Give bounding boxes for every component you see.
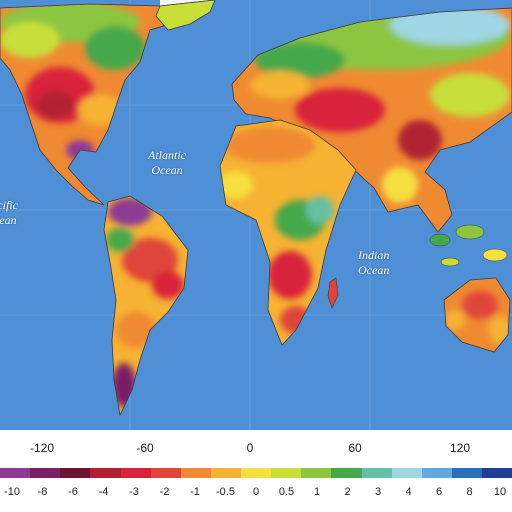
lon-tick-label: 120 bbox=[449, 441, 471, 455]
legend-swatch bbox=[180, 468, 211, 478]
lon-tick-label: -120 bbox=[29, 441, 55, 455]
legend-value-label: 4 bbox=[405, 486, 412, 498]
atlantic-ocean-label: Atlantic Ocean bbox=[148, 148, 186, 177]
legend-swatch bbox=[120, 468, 151, 478]
legend-swatch bbox=[331, 468, 362, 478]
legend-value-label: -0.5 bbox=[216, 486, 235, 498]
legend-swatch bbox=[361, 468, 392, 478]
map-panel: Atlantic Ocean Pacific Ocean Indian Ocea… bbox=[0, 0, 512, 430]
legend-swatch bbox=[0, 468, 31, 478]
legend-value-label: -3 bbox=[129, 486, 139, 498]
legend-value-label: 10 bbox=[493, 486, 507, 498]
legend-value-label: 0 bbox=[252, 486, 260, 498]
longitude-axis: -120 -60 0 60 120 bbox=[0, 430, 512, 460]
legend-swatch bbox=[150, 468, 181, 478]
legend-swatch bbox=[391, 468, 422, 478]
legend-swatch bbox=[210, 468, 241, 478]
legend-swatch bbox=[421, 468, 452, 478]
color-legend-labels: -10 -8 -6 -4 -3 -2 -1 -0.5 0 0.5 1 2 3 4 6 8 10 bbox=[0, 486, 512, 506]
legend-swatch bbox=[271, 468, 302, 478]
legend-value-label: 2 bbox=[344, 486, 351, 498]
legend-swatch bbox=[60, 468, 91, 478]
legend-swatch bbox=[241, 468, 272, 478]
madagascar bbox=[327, 277, 339, 309]
maritime-asia bbox=[429, 224, 508, 267]
legend-swatch bbox=[451, 468, 482, 478]
legend-swatch bbox=[30, 468, 61, 478]
legend-value-label: -10 bbox=[4, 486, 20, 498]
lon-tick-label: 0 bbox=[246, 441, 254, 455]
legend-value-label: 1 bbox=[313, 486, 321, 498]
legend-value-label: 8 bbox=[466, 486, 473, 498]
legend-swatch bbox=[301, 468, 332, 478]
legend-value-label: -4 bbox=[98, 486, 109, 498]
legend-value-label: 3 bbox=[374, 486, 382, 498]
indian-ocean-label: Indian Ocean bbox=[358, 248, 390, 277]
lon-tick-label: -60 bbox=[136, 441, 154, 455]
legend-value-label: -8 bbox=[37, 486, 48, 498]
legend-value-label: 0.5 bbox=[278, 486, 295, 498]
legend-value-label: -2 bbox=[159, 486, 170, 498]
lon-tick-label: 60 bbox=[348, 441, 362, 455]
legend-value-label: -1 bbox=[190, 486, 200, 498]
legend-value-label: 6 bbox=[435, 486, 443, 498]
legend-value-label: -6 bbox=[68, 486, 78, 498]
legend-swatch bbox=[90, 468, 121, 478]
legend-swatch bbox=[482, 468, 512, 478]
pacific-ocean-label: Pacific Ocean bbox=[0, 198, 18, 227]
color-legend-bar bbox=[0, 468, 512, 478]
world-map bbox=[0, 0, 512, 430]
